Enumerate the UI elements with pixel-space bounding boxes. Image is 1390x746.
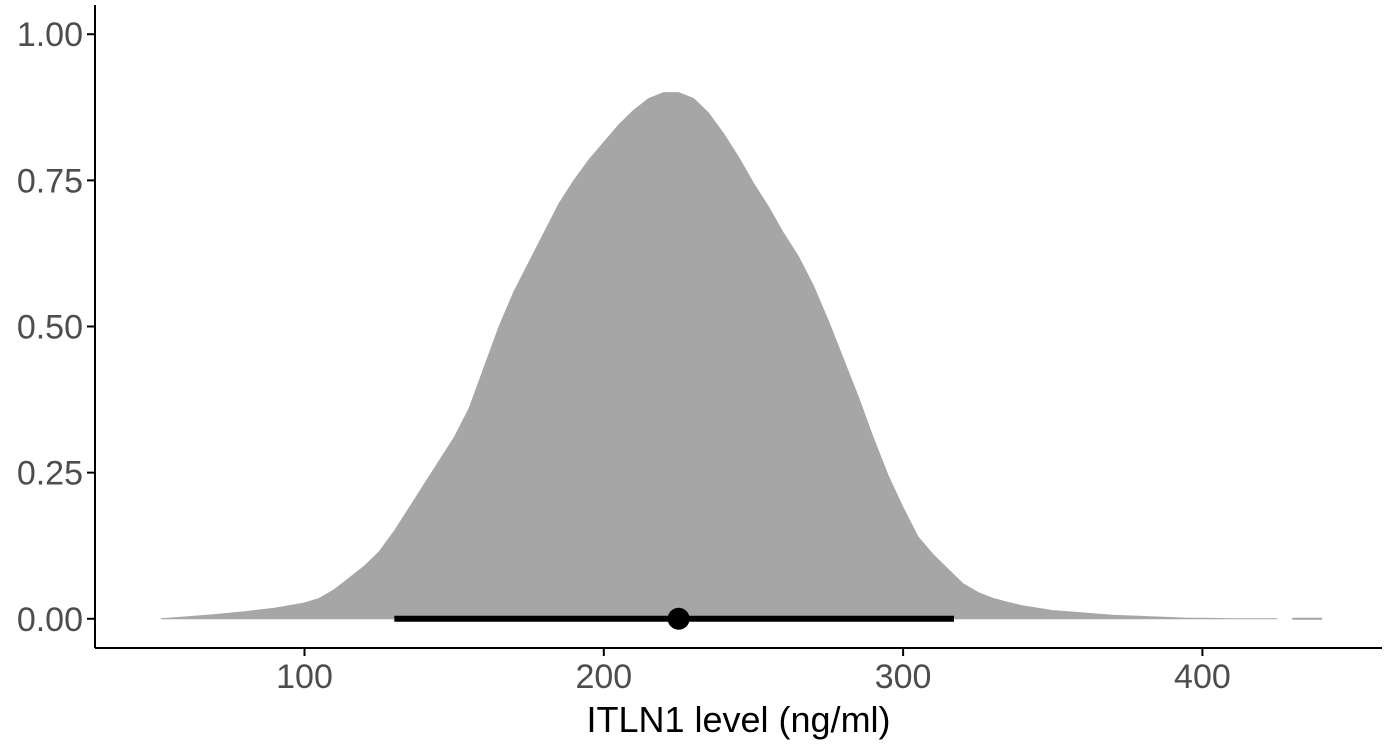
y-tick-label: 0.00 [17, 601, 83, 639]
x-axis-title: ITLN1 level (ng/ml) [586, 699, 890, 740]
y-tick-label: 0.75 [17, 162, 83, 200]
x-tick-label: 300 [875, 658, 932, 696]
x-axis-ticks: 100 200 300 400 [276, 648, 1231, 696]
y-tick-label: 0.25 [17, 455, 83, 493]
x-tick-label: 200 [575, 658, 632, 696]
x-tick-label: 400 [1174, 658, 1231, 696]
y-axis-ticks: 0.00 0.25 0.50 0.75 1.00 [17, 16, 95, 639]
x-tick-label: 100 [276, 658, 333, 696]
density-area [160, 92, 1278, 620]
plot-area [160, 92, 1323, 630]
y-tick-label: 1.00 [17, 16, 83, 54]
point-estimate [667, 607, 690, 630]
y-tick-label: 0.50 [17, 309, 83, 347]
